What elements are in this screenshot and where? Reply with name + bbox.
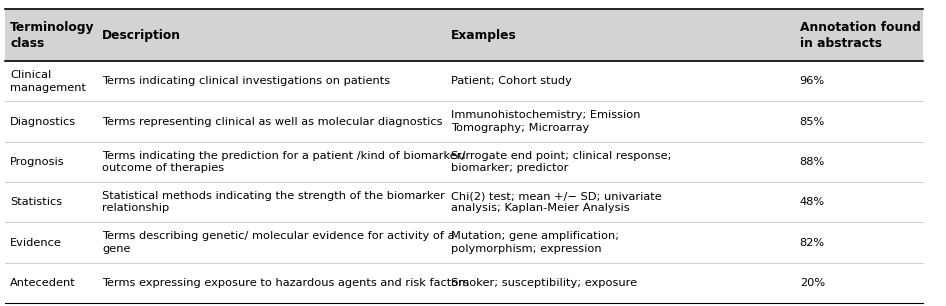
Text: Description: Description bbox=[102, 29, 181, 42]
Text: Prognosis: Prognosis bbox=[10, 157, 64, 167]
Text: Evidence: Evidence bbox=[10, 237, 62, 248]
Text: Patient; Cohort study: Patient; Cohort study bbox=[451, 76, 571, 86]
Text: Immunohistochemistry; Emission
Tomography; Microarray: Immunohistochemistry; Emission Tomograph… bbox=[451, 110, 640, 133]
Text: Terms expressing exposure to hazardous agents and risk factors: Terms expressing exposure to hazardous a… bbox=[102, 278, 469, 288]
Text: Surrogate end point; clinical response;
biomarker; predictor: Surrogate end point; clinical response; … bbox=[451, 151, 672, 173]
Text: 85%: 85% bbox=[799, 117, 825, 127]
Text: 88%: 88% bbox=[799, 157, 825, 167]
Text: Terms indicating the prediction for a patient /kind of biomarker/
outcome of the: Terms indicating the prediction for a pa… bbox=[102, 151, 465, 173]
Text: Smoker; susceptibility; exposure: Smoker; susceptibility; exposure bbox=[451, 278, 637, 288]
Text: Examples: Examples bbox=[451, 29, 517, 42]
Text: Diagnostics: Diagnostics bbox=[10, 117, 77, 127]
Text: 82%: 82% bbox=[799, 237, 825, 248]
Text: Antecedent: Antecedent bbox=[10, 278, 76, 288]
Text: Mutation; gene amplification;
polymorphism; expression: Mutation; gene amplification; polymorphi… bbox=[451, 231, 619, 254]
Text: Terms describing genetic/ molecular evidence for activity of a
gene: Terms describing genetic/ molecular evid… bbox=[102, 231, 454, 254]
Text: Clinical
management: Clinical management bbox=[10, 70, 86, 92]
Text: 20%: 20% bbox=[799, 278, 825, 288]
Text: Terminology
class: Terminology class bbox=[10, 21, 95, 50]
Text: 48%: 48% bbox=[799, 197, 825, 207]
Text: Terms representing clinical as well as molecular diagnostics: Terms representing clinical as well as m… bbox=[102, 117, 443, 127]
Bar bbox=[5, 9, 922, 61]
Text: Statistical methods indicating the strength of the biomarker
relationship: Statistical methods indicating the stren… bbox=[102, 191, 445, 213]
Text: Statistics: Statistics bbox=[10, 197, 62, 207]
Text: Chi(2) test; mean +/− SD; univariate
analysis; Kaplan-Meier Analysis: Chi(2) test; mean +/− SD; univariate ana… bbox=[451, 191, 661, 213]
Text: Annotation found
in abstracts: Annotation found in abstracts bbox=[799, 21, 920, 50]
Text: Terms indicating clinical investigations on patients: Terms indicating clinical investigations… bbox=[102, 76, 390, 86]
Text: 96%: 96% bbox=[799, 76, 825, 86]
